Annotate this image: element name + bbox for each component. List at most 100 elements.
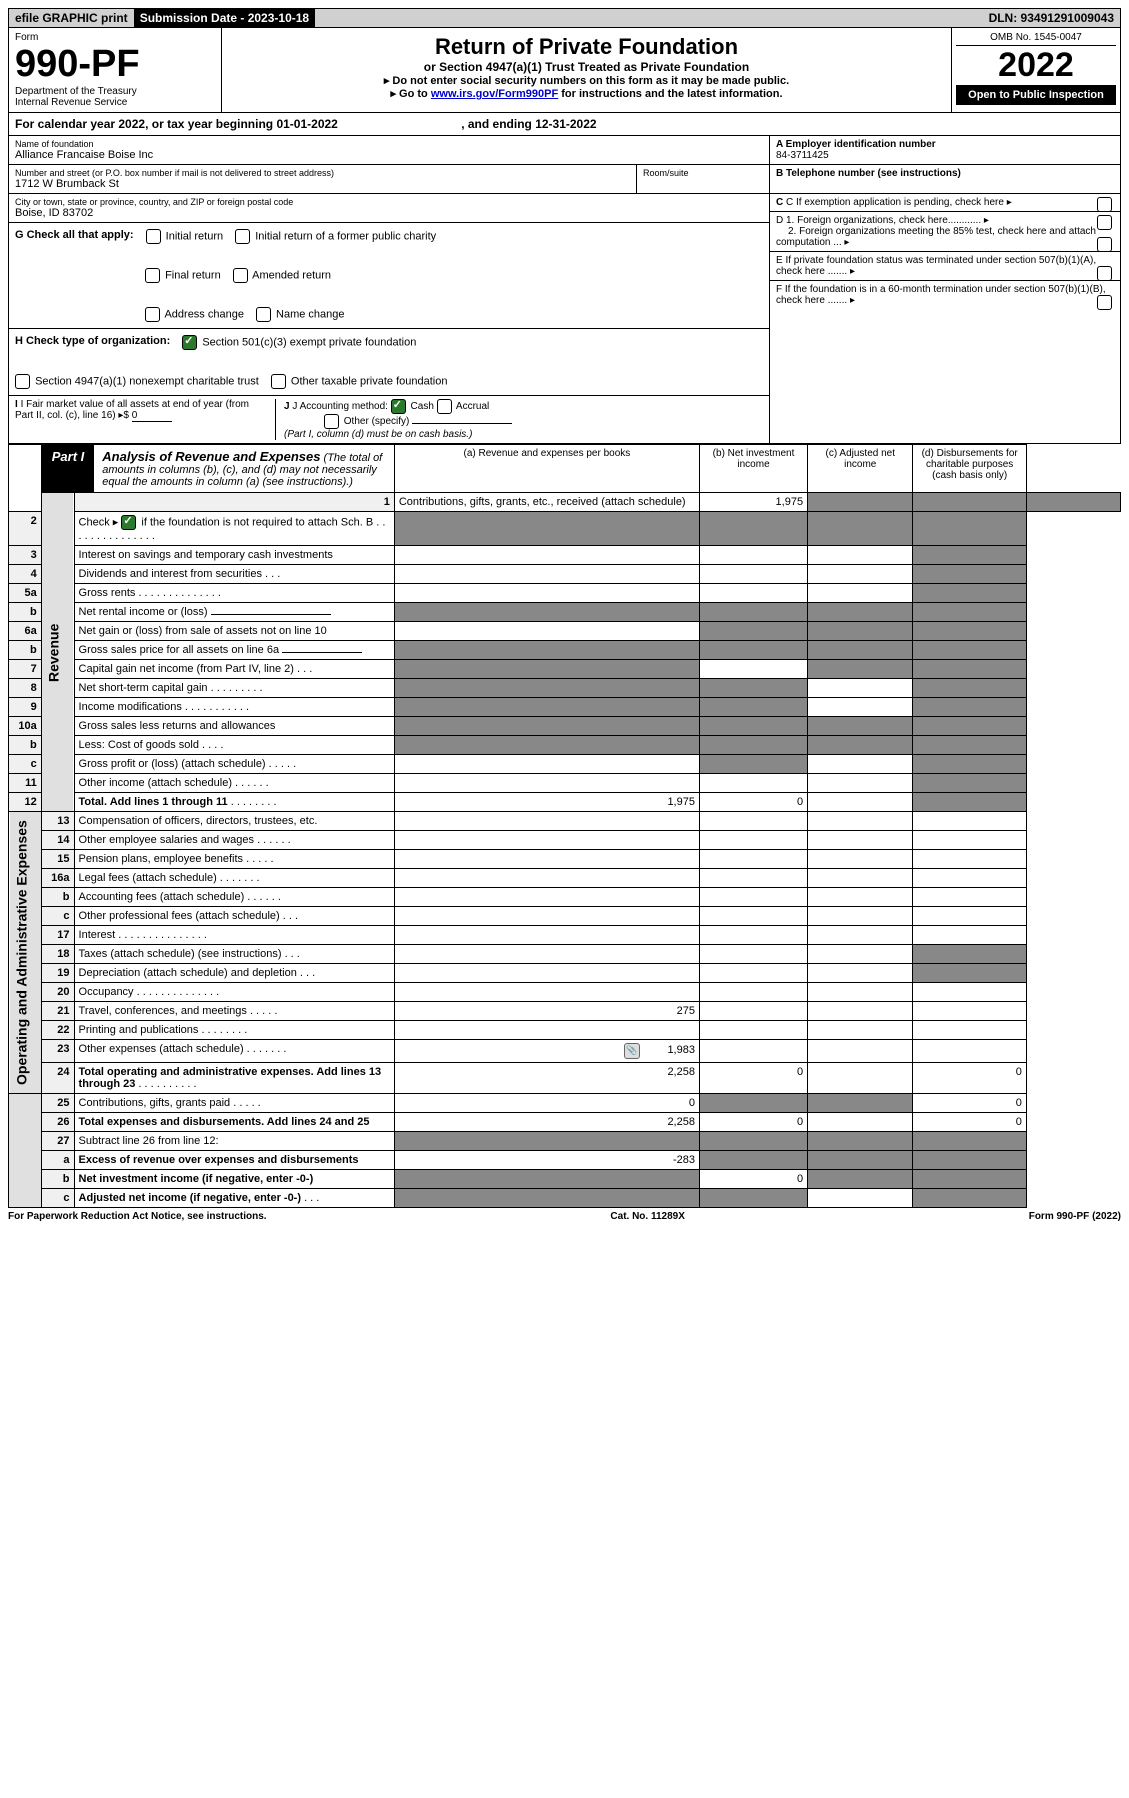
table-row: 26Total expenses and disbursements. Add … [9, 1113, 1121, 1132]
table-row: cOther professional fees (attach schedul… [9, 907, 1121, 926]
header-center: Return of Private Foundation or Section … [222, 28, 951, 112]
cb-other-taxable[interactable] [271, 374, 286, 389]
table-row: 23Other expenses (attach schedule) . . .… [9, 1040, 1121, 1063]
tax-year-big: 2022 [956, 46, 1116, 85]
table-row: aExcess of revenue over expenses and dis… [9, 1151, 1121, 1170]
table-row: 21Travel, conferences, and meetings . . … [9, 1002, 1121, 1021]
part1-title: Analysis of Revenue and Expenses (The to… [94, 445, 394, 492]
table-row: 27Subtract line 26 from line 12: [9, 1132, 1121, 1151]
table-row: 22Printing and publications . . . . . . … [9, 1021, 1121, 1040]
table-row: 7Capital gain net income (from Part IV, … [9, 660, 1121, 679]
table-row: 17Interest . . . . . . . . . . . . . . . [9, 926, 1121, 945]
dln: DLN: 93491291009043 [983, 9, 1120, 27]
table-row: 11Other income (attach schedule) . . . .… [9, 774, 1121, 793]
top-bar: efile GRAPHIC print Submission Date - 20… [8, 8, 1121, 28]
paperwork-notice: For Paperwork Reduction Act Notice, see … [8, 1211, 267, 1222]
city-cell: City or town, state or province, country… [9, 194, 769, 223]
f-cell: F If the foundation is in a 60-month ter… [770, 281, 1120, 309]
table-row: 14Other employee salaries and wages . . … [9, 831, 1121, 850]
cb-initial-former[interactable] [235, 229, 250, 244]
cb-4947[interactable] [15, 374, 30, 389]
instr-2: ▸ Go to www.irs.gov/Form990PF for instru… [228, 87, 945, 100]
table-row: Operating and Administrative Expenses 13… [9, 812, 1121, 831]
ein-cell: A Employer identification number 84-3711… [770, 136, 1120, 165]
c-cell: C C If exemption application is pending,… [770, 194, 1120, 212]
form-subtitle: or Section 4947(a)(1) Trust Treated as P… [228, 60, 945, 74]
col-d-header: (d) Disbursements for charitable purpose… [913, 445, 1026, 493]
city-state-zip: Boise, ID 83702 [15, 207, 763, 219]
dept: Department of the Treasury [15, 86, 215, 97]
table-row: 4Dividends and interest from securities … [9, 565, 1121, 584]
foundation-name: Alliance Francaise Boise Inc [15, 149, 763, 161]
table-row: 16aLegal fees (attach schedule) . . . . … [9, 869, 1121, 888]
table-row: 15Pension plans, employee benefits . . .… [9, 850, 1121, 869]
table-row: 25Contributions, gifts, grants paid . . … [9, 1094, 1121, 1113]
cb-e[interactable] [1097, 266, 1112, 281]
table-row: cAdjusted net income (if negative, enter… [9, 1189, 1121, 1208]
table-row: 8Net short-term capital gain . . . . . .… [9, 679, 1121, 698]
irs: Internal Revenue Service [15, 97, 215, 108]
cb-sch-b[interactable] [121, 515, 136, 530]
instr-1: ▸ Do not enter social security numbers o… [228, 74, 945, 87]
cb-c[interactable] [1097, 197, 1112, 212]
e-cell: E If private foundation status was termi… [770, 252, 1120, 281]
g-checkboxes: G Check all that apply: Initial return I… [9, 223, 769, 329]
table-row: 10aGross sales less returns and allowanc… [9, 717, 1121, 736]
cb-other-method[interactable] [324, 414, 339, 429]
i-j-row: I I Fair market value of all assets at e… [9, 396, 769, 443]
page-footer: For Paperwork Reduction Act Notice, see … [8, 1208, 1121, 1225]
d-cell: D 1. Foreign organizations, check here..… [770, 212, 1120, 252]
table-row: bLess: Cost of goods sold . . . . [9, 736, 1121, 755]
tax-year-line: For calendar year 2022, or tax year begi… [9, 113, 1120, 136]
part1-label: Part I [42, 445, 95, 492]
foundation-name-cell: Name of foundation Alliance Francaise Bo… [9, 136, 769, 165]
address-row: Number and street (or P.O. box number if… [9, 165, 769, 194]
tel-cell: B Telephone number (see instructions) [770, 165, 1120, 194]
cb-501c3[interactable] [182, 335, 197, 350]
table-row: Revenue 1Contributions, gifts, grants, e… [9, 493, 1121, 512]
table-row: 24Total operating and administrative exp… [9, 1063, 1121, 1094]
submission-date: Submission Date - 2023-10-18 [134, 9, 315, 27]
cb-cash[interactable] [391, 399, 406, 414]
h-checkboxes: H Check type of organization: Section 50… [9, 329, 769, 396]
table-row: 2Check ▸ if the foundation is not requir… [9, 512, 1121, 546]
cb-d1[interactable] [1097, 215, 1112, 230]
table-row: 5aGross rents . . . . . . . . . . . . . … [9, 584, 1121, 603]
open-inspection: Open to Public Inspection [956, 85, 1116, 105]
form-header: Form 990-PF Department of the Treasury I… [8, 28, 1121, 113]
cb-d2[interactable] [1097, 237, 1112, 252]
cb-initial-return[interactable] [146, 229, 161, 244]
omb: OMB No. 1545-0047 [956, 32, 1116, 46]
efile-label: efile GRAPHIC print [9, 9, 134, 27]
table-row: cGross profit or (loss) (attach schedule… [9, 755, 1121, 774]
table-row: bGross sales price for all assets on lin… [9, 641, 1121, 660]
form-word: Form [15, 32, 215, 43]
entity-section: For calendar year 2022, or tax year begi… [8, 113, 1121, 444]
table-row: bNet rental income or (loss) [9, 603, 1121, 622]
part1-table: Part I Analysis of Revenue and Expenses … [8, 444, 1121, 1208]
irs-link[interactable]: www.irs.gov/Form990PF [431, 88, 558, 100]
table-row: 9Income modifications . . . . . . . . . … [9, 698, 1121, 717]
expenses-label: Operating and Administrative Expenses [9, 812, 42, 1094]
cb-accrual[interactable] [437, 399, 452, 414]
table-row: 18Taxes (attach schedule) (see instructi… [9, 945, 1121, 964]
table-row: 19Depreciation (attach schedule) and dep… [9, 964, 1121, 983]
cb-f[interactable] [1097, 295, 1112, 310]
table-row: 3Interest on savings and temporary cash … [9, 546, 1121, 565]
col-b-header: (b) Net investment income [699, 445, 807, 493]
table-row: 6aNet gain or (loss) from sale of assets… [9, 622, 1121, 641]
cb-name-change[interactable] [256, 307, 271, 322]
street-address: 1712 W Brumback St [15, 178, 630, 190]
col-c-header: (c) Adjusted net income [808, 445, 913, 493]
header-right: OMB No. 1545-0047 2022 Open to Public In… [951, 28, 1120, 112]
form-number: 990-PF [15, 43, 215, 86]
table-row: 20Occupancy . . . . . . . . . . . . . . [9, 983, 1121, 1002]
form-ref: Form 990-PF (2022) [1029, 1211, 1121, 1222]
cb-amended-return[interactable] [233, 268, 248, 283]
attachment-icon[interactable]: 📎 [624, 1043, 640, 1059]
cb-address-change[interactable] [145, 307, 160, 322]
ein-value: 84-3711425 [776, 150, 829, 161]
revenue-label: Revenue [41, 493, 74, 812]
cb-final-return[interactable] [145, 268, 160, 283]
fmv-value: 0 [132, 410, 172, 422]
